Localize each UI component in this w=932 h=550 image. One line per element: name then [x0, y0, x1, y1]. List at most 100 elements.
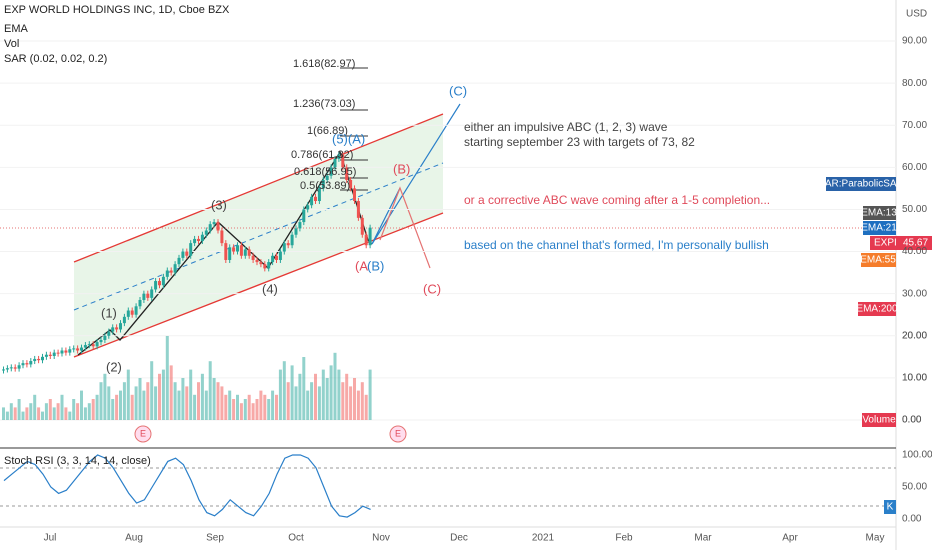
candle — [2, 369, 5, 371]
candle — [333, 158, 337, 168]
volume-bar — [169, 365, 173, 420]
fib-label: 1(66.89) — [307, 125, 348, 137]
currency: USD — [906, 9, 927, 20]
badge-text: 45.67 — [903, 238, 928, 249]
candle — [21, 363, 25, 366]
volume-bar — [122, 382, 126, 420]
volume-tick-label: 10.00 — [902, 373, 927, 384]
candle — [345, 167, 349, 180]
volume-bar — [232, 399, 236, 420]
fib-label: 0.786(61.32) — [291, 149, 353, 161]
x-tick-label: Sep — [206, 533, 224, 544]
candle — [181, 251, 185, 258]
volume-bar — [138, 378, 142, 420]
volume-tick-label: 0.00 — [902, 415, 922, 426]
candle — [325, 175, 329, 180]
candle — [267, 262, 271, 269]
volume-bar — [364, 394, 368, 420]
volume-bar — [21, 411, 25, 420]
volume-bar — [329, 365, 333, 420]
candle — [48, 354, 52, 356]
candle — [138, 299, 142, 307]
volume-bar — [158, 373, 161, 420]
stoch-k — [3, 454, 371, 518]
badge — [870, 236, 932, 250]
candle — [122, 316, 126, 324]
badge-text: Volume — [862, 415, 896, 426]
candle — [91, 344, 95, 347]
candle — [243, 249, 247, 256]
volume-bar — [204, 390, 208, 420]
candle — [64, 350, 68, 353]
badge — [884, 500, 896, 514]
wave-label: (B) — [367, 258, 384, 273]
volume-bar — [267, 399, 271, 420]
candle — [294, 228, 298, 235]
y-tick-label: 0.00 — [902, 415, 922, 426]
earnings-marker[interactable] — [389, 425, 407, 443]
candle — [56, 352, 60, 354]
volume-bar — [103, 373, 107, 420]
volume-bar — [56, 403, 60, 420]
volume-bar — [286, 382, 290, 420]
volume-bar — [161, 369, 165, 420]
volume-bar — [275, 394, 278, 420]
volume-bar — [68, 411, 72, 420]
volume-bar — [306, 390, 310, 420]
volume-bar — [239, 403, 243, 420]
x-tick-label: Aug — [125, 533, 143, 544]
volume-bar — [60, 394, 64, 420]
candle — [189, 243, 193, 256]
candle — [33, 358, 37, 362]
candle — [337, 154, 341, 159]
y-tick-label: 90.00 — [902, 36, 927, 47]
indicator: EMA — [4, 23, 29, 35]
candle — [208, 224, 212, 231]
title: EXP WORLD HOLDINGS INC, 1D, Cboe BZX — [4, 4, 230, 16]
badge-text: SAR:ParabolicSAR — [818, 179, 904, 190]
candle — [204, 230, 208, 235]
volume-bar — [115, 394, 119, 420]
volume-bar — [146, 382, 150, 420]
candle — [278, 251, 282, 260]
volume-bar — [181, 378, 185, 420]
candle — [271, 255, 275, 263]
candle — [158, 281, 161, 286]
volume-bar — [87, 403, 91, 420]
x-tick-label: Mar — [694, 533, 712, 544]
badge — [862, 413, 896, 427]
volume-bar — [189, 369, 193, 420]
x-tick-label: Nov — [372, 533, 390, 544]
candle — [353, 188, 356, 202]
volume-bar — [290, 365, 294, 420]
volume-bar — [119, 390, 122, 420]
candle — [251, 255, 255, 260]
candle — [5, 368, 9, 370]
earnings-marker[interactable] — [134, 425, 152, 443]
candle — [349, 179, 353, 189]
stoch-tick-label: 0.00 — [902, 514, 922, 525]
volume-bar — [294, 386, 298, 420]
volume-bar — [197, 382, 200, 420]
volume-tick-label: 20.00 — [902, 331, 927, 342]
badge-text: EMA:200 — [856, 304, 898, 315]
volume-bar — [107, 386, 111, 420]
volume-bar — [368, 369, 372, 420]
candle — [119, 323, 122, 330]
volume-bar — [193, 394, 197, 420]
badge — [863, 221, 896, 235]
volume-bar — [208, 361, 212, 420]
volume-bar — [76, 403, 80, 420]
indicator: Vol — [4, 38, 19, 50]
candle — [25, 363, 29, 365]
volume-bar — [314, 373, 317, 420]
x-tick-label: May — [866, 533, 885, 544]
volume-bar — [52, 407, 56, 420]
candle — [99, 339, 103, 343]
y-tick-label: 30.00 — [902, 288, 927, 299]
fib-label: 1.236(73.03) — [293, 98, 355, 110]
channel-fill — [74, 114, 443, 357]
plot — [0, 40, 896, 518]
badge — [863, 206, 896, 220]
volume-bar — [345, 373, 349, 420]
